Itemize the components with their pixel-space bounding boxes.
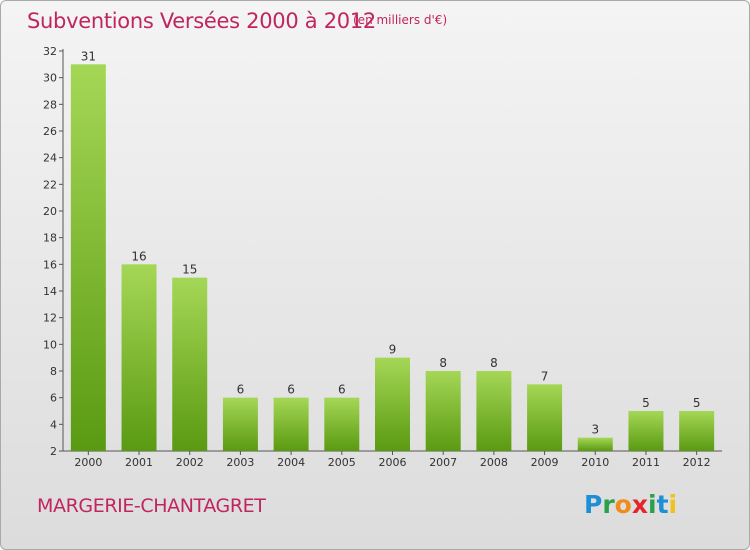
x-tick-label: 2012	[683, 456, 711, 469]
bar	[172, 277, 208, 451]
bar	[121, 264, 157, 451]
y-tick-label: 12	[43, 312, 57, 325]
y-tick-label: 26	[43, 125, 57, 138]
bar	[476, 371, 512, 451]
y-tick-label: 18	[43, 232, 57, 245]
logo-letter: i	[668, 490, 678, 519]
data-label: 5	[693, 396, 701, 410]
y-tick-label: 24	[43, 152, 57, 165]
x-tick-label: 2004	[277, 456, 305, 469]
logo-letter: i	[648, 490, 657, 519]
logo-letter: o	[614, 490, 632, 519]
y-tick-label: 6	[50, 392, 57, 405]
x-tick-label: 2008	[480, 456, 508, 469]
y-tick-label: 14	[43, 285, 57, 298]
data-label: 31	[81, 49, 96, 63]
proxiti-logo: Proxiti	[584, 490, 677, 519]
logo-letter: P	[584, 490, 603, 519]
y-tick-label: 4	[50, 418, 57, 431]
logo-letter: x	[631, 490, 648, 519]
x-tick-label: 2003	[226, 456, 254, 469]
data-label: 5	[642, 396, 650, 410]
y-tick-label: 10	[43, 338, 57, 351]
data-label: 9	[389, 343, 397, 357]
x-tick-label: 2010	[581, 456, 609, 469]
bar	[273, 397, 309, 451]
y-tick-label: 30	[43, 72, 57, 85]
bar	[628, 411, 664, 451]
data-label: 15	[182, 263, 197, 277]
y-tick-label: 22	[43, 178, 57, 191]
chart-bars	[70, 64, 715, 451]
x-tick-label: 2005	[328, 456, 356, 469]
y-tick-label: 16	[43, 258, 57, 271]
bar	[375, 357, 410, 451]
chart-subtitle: (en milliers d'€)	[353, 13, 448, 27]
data-label: 6	[287, 383, 295, 397]
data-label: 8	[490, 356, 498, 370]
chart-title: Subventions Versées 2000 à 2012	[27, 9, 376, 33]
y-tick-label: 8	[50, 365, 57, 378]
x-tick-label: 2000	[74, 456, 102, 469]
bar	[222, 397, 258, 451]
x-tick-label: 2007	[429, 456, 457, 469]
data-label: 8	[439, 356, 447, 370]
x-tick-label: 2009	[531, 456, 559, 469]
bar	[527, 384, 563, 451]
commune-name: MARGERIE-CHANTAGRET	[37, 495, 266, 517]
y-tick-label: 28	[43, 98, 57, 111]
data-label: 6	[237, 383, 245, 397]
bar	[425, 371, 461, 451]
bar	[70, 64, 106, 451]
data-label: 16	[131, 249, 146, 263]
y-tick-label: 20	[43, 205, 57, 218]
data-label: 7	[541, 369, 549, 383]
x-tick-label: 2011	[632, 456, 660, 469]
x-tick-label: 2002	[176, 456, 204, 469]
x-tick-label: 2006	[379, 456, 407, 469]
bar	[577, 437, 613, 451]
data-label: 6	[338, 383, 346, 397]
y-tick-label: 2	[50, 445, 57, 458]
logo-letter: t	[656, 490, 669, 519]
logo-letter: r	[602, 490, 615, 519]
bar	[679, 411, 715, 451]
y-tick-label: 32	[43, 45, 57, 58]
bar	[324, 397, 360, 451]
data-label: 3	[591, 423, 599, 437]
chart-labels: 31 2000 16 2001 15 2002 6 2003 6 2004 6 2005 9 2006 8 2…	[74, 49, 710, 469]
x-tick-label: 2001	[125, 456, 153, 469]
